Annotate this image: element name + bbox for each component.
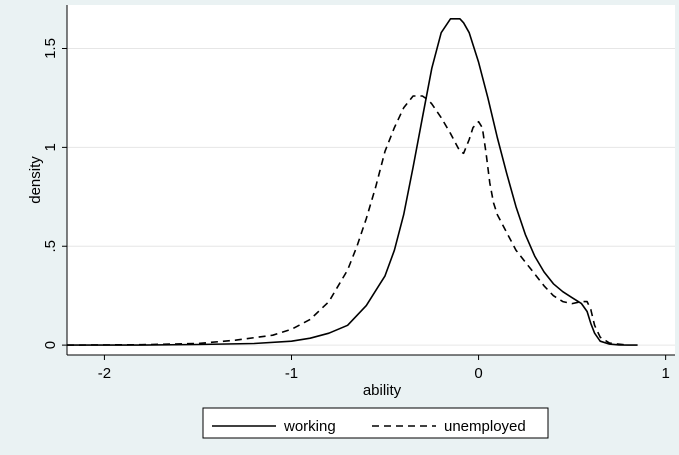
- series-line-unemployed: [66, 95, 629, 346]
- x-axis-title: ability: [363, 382, 402, 399]
- plot-area: [67, 5, 675, 355]
- legend-label-unemployed: unemployed: [444, 418, 526, 435]
- x-tick-label: 0: [474, 365, 482, 382]
- series-line-working: [67, 18, 638, 346]
- y-tick-label: .5: [42, 240, 59, 253]
- y-tick-label: 1.5: [42, 38, 59, 59]
- x-tick-label: 1: [661, 365, 669, 382]
- legend-label-working: working: [283, 418, 336, 435]
- x-tick-label: -2: [98, 365, 111, 382]
- x-ticks: -2 -1 0 1: [98, 355, 670, 382]
- x-tick-label: -1: [285, 365, 298, 382]
- legend-box: [202, 407, 549, 439]
- y-ticks: 0 .5 1 1.5: [42, 38, 67, 349]
- legend: working unemployed: [202, 407, 549, 439]
- y-tick-label: 0: [42, 341, 59, 349]
- y-axis-title: density: [27, 156, 44, 204]
- y-tick-label: 1: [42, 143, 59, 151]
- series-group: [66, 18, 638, 346]
